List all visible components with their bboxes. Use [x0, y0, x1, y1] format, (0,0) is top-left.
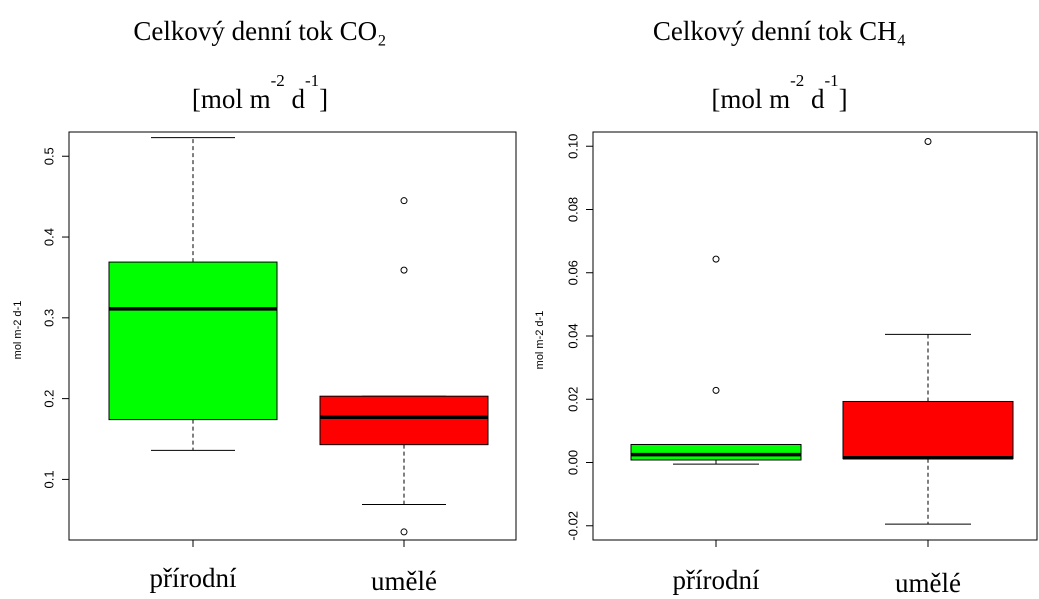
- category-label-0: přírodní: [149, 563, 237, 593]
- y-tick-label: 0.08: [565, 197, 580, 222]
- y-tick-label: 0.4: [41, 228, 56, 246]
- chart-panel-co2: Celkový denní tok CO₂ [mol m-2 d-1] mol …: [0, 0, 520, 597]
- y-tick-label: 0.02: [565, 387, 580, 412]
- outlier-point: [924, 137, 932, 145]
- units-text: ]: [838, 84, 848, 114]
- outlier-point: [400, 197, 408, 205]
- units-text: [mol m: [191, 84, 271, 114]
- box-0: [630, 443, 802, 461]
- box-1: [842, 400, 1014, 460]
- plot-frame: [68, 131, 517, 541]
- chart-title-units: [mol m-2 d-1]: [0, 72, 520, 113]
- chart-title: Celkový denní tok CH₄: [652, 16, 907, 46]
- y-tick-label: 0.2: [41, 390, 56, 408]
- outlier-point: [400, 528, 408, 536]
- outlier-point: [712, 386, 720, 394]
- chart-title-units: [mol m-2 d-1]: [520, 72, 1039, 113]
- y-tick-label: 0.06: [565, 260, 580, 285]
- y-tick-label: 0.00: [565, 450, 580, 475]
- boxplot-ch4: -0.02 0.00 0.02 0.04 0.06 0.08 0.10: [565, 131, 1038, 547]
- chart-title: Celkový denní tok CO₂: [133, 16, 387, 46]
- boxplot-co2: 0.1 0.2 0.3 0.4 0.5: [41, 131, 517, 547]
- units-text: d: [284, 84, 306, 114]
- y-tick-label: 0.3: [41, 309, 56, 327]
- category-label-0: přírodní: [672, 565, 760, 595]
- units-text: ]: [319, 84, 329, 114]
- units-text: [mol m: [711, 84, 791, 114]
- y-tick-label: 0.1: [41, 470, 56, 488]
- y-tick-label: -0.02: [565, 511, 580, 541]
- box-1: [319, 395, 489, 446]
- units-exponent: -2: [790, 71, 805, 90]
- units-exponent: -2: [270, 71, 285, 90]
- category-label-1: umělé: [895, 568, 961, 598]
- outlier-point: [712, 255, 720, 263]
- chart-panel-ch4: Celkový denní tok CH₄ [mol m-2 d-1] mol …: [520, 0, 1039, 598]
- outlier-point: [400, 266, 408, 274]
- units-exponent: -1: [305, 71, 320, 90]
- box-0: [108, 261, 278, 421]
- units-text: d: [804, 84, 825, 114]
- plot-frame: [592, 131, 1038, 541]
- units-exponent: -1: [824, 71, 839, 90]
- y-tick-label: 0.5: [41, 147, 56, 165]
- y-tick-label: 0.04: [565, 323, 580, 348]
- y-tick-label: 0.10: [565, 134, 580, 159]
- category-label-1: umělé: [371, 566, 437, 596]
